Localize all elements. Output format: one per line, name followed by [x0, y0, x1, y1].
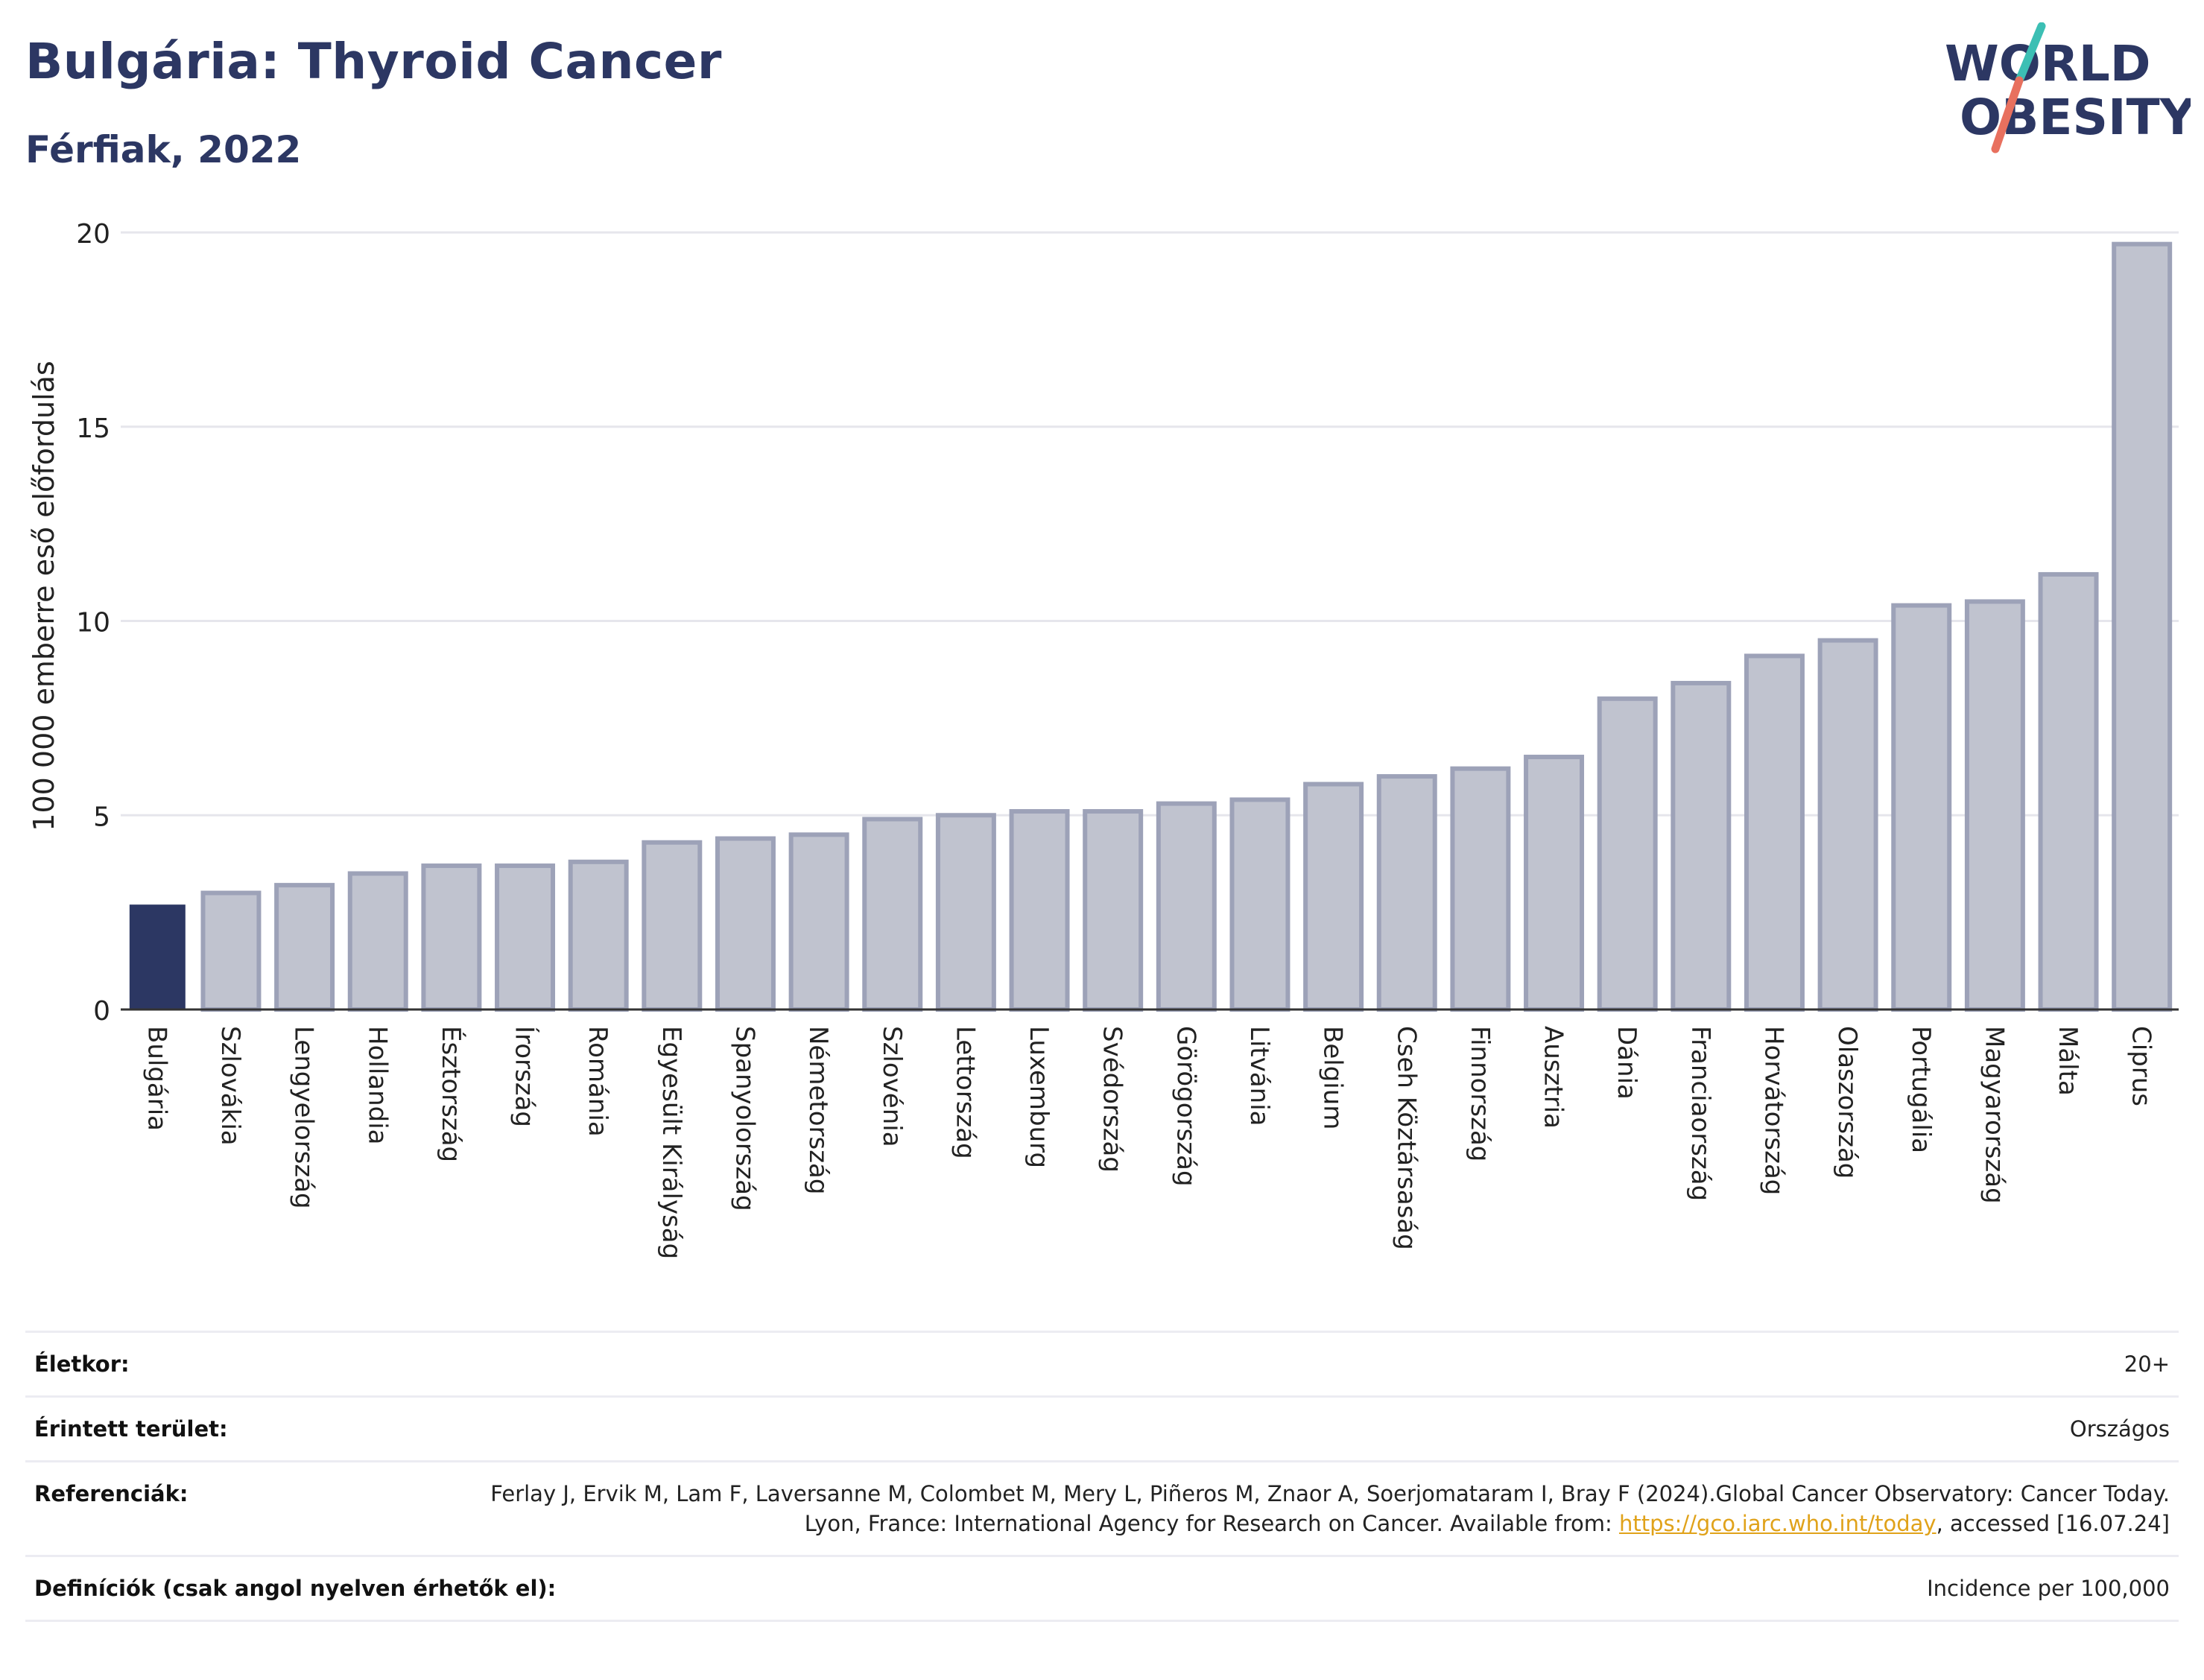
x-tick-label: Luxemburg [1024, 1026, 1054, 1168]
bars [129, 241, 2173, 1012]
x-tick-label: Szlovákia [215, 1026, 245, 1146]
bar-17[interactable] [1376, 774, 1437, 1012]
bar-16[interactable] [1303, 782, 1364, 1012]
x-tick-label: Spanyolország [729, 1026, 759, 1211]
x-tick-label: Észtország [436, 1026, 466, 1162]
area-value: Országos [2069, 1416, 2170, 1442]
x-tick-label: Horvátország [1758, 1026, 1788, 1195]
bar-11[interactable] [935, 813, 996, 1012]
bar-4[interactable] [421, 863, 482, 1012]
info-row-area: Érintett terület: Országos [25, 1398, 2179, 1462]
bar-6[interactable] [568, 859, 629, 1012]
info-row-references: Referenciák: Ferlay J, Ervik M, Lam F, L… [25, 1462, 2179, 1557]
x-tick-label: Szlovénia [877, 1026, 907, 1147]
bar-20[interactable] [1597, 696, 1658, 1012]
info-row-definitions: Definíciók (csak angol nyelven érhetők e… [25, 1557, 2179, 1622]
logo-slash-coral [1991, 76, 2024, 153]
bar-8[interactable] [715, 836, 776, 1012]
bar-3[interactable] [347, 871, 408, 1012]
world-obesity-logo: WORLD OBESITY [1945, 22, 2191, 153]
x-tick-label: Románia [583, 1026, 612, 1137]
bar-15[interactable] [1229, 797, 1291, 1012]
bar-10[interactable] [862, 817, 923, 1012]
bar-7[interactable] [642, 840, 703, 1012]
x-tick-label: Franciaország [1685, 1026, 1715, 1201]
x-tick-label: Lengyelország [289, 1026, 319, 1209]
x-tick-label: Németország [803, 1026, 833, 1194]
x-tick-label: Magyarország [1979, 1026, 2009, 1204]
x-tick-label: Cseh Köztársaság [1391, 1026, 1421, 1250]
x-tick-label: Málta [2053, 1026, 2083, 1096]
x-tick-label: Görögország [1171, 1026, 1200, 1187]
age-label: Életkor: [34, 1351, 130, 1377]
bar-2[interactable] [274, 883, 335, 1012]
y-tick-label: 10 [76, 608, 110, 638]
bar-chart: 0 5 10 15 20 Bulgária Szlovákia Lengyelország Ho… [28, 219, 2179, 1259]
y-axis-label: 100 000 emberre eső előfordulás [28, 361, 60, 831]
bar-21[interactable] [1671, 680, 1732, 1012]
info-row-age: Életkor: 20+ [25, 1333, 2179, 1398]
tick-labels: 0 5 10 15 20 Bulgária Szlovákia Lengyelország Ho… [76, 219, 2156, 1259]
x-tick-label: Litvánia [1244, 1026, 1274, 1126]
y-tick-label: 0 [93, 996, 110, 1027]
area-label: Érintett terület: [34, 1416, 228, 1442]
references-link[interactable]: https://gco.iarc.who.int/today [1618, 1511, 1937, 1536]
bar-9[interactable] [788, 832, 849, 1012]
y-tick-label: 15 [76, 413, 110, 444]
x-tick-label: Svédország [1098, 1026, 1127, 1173]
references-value: Ferlay J, Ervik M, Lam F, Laversanne M, … [456, 1479, 2170, 1538]
y-tick-label: 5 [93, 802, 110, 832]
age-value: 20+ [2124, 1351, 2170, 1377]
x-tick-label: Hollandia [362, 1026, 392, 1145]
bar-14[interactable] [1156, 801, 1217, 1012]
chart-subtitle: Férfiak, 2022 [25, 128, 302, 171]
bar-24[interactable] [1891, 603, 1952, 1012]
chart-title: Bulgária: Thyroid Cancer [25, 33, 722, 90]
x-tick-label: Olaszország [1832, 1026, 1862, 1179]
bar-19[interactable] [1524, 755, 1585, 1012]
bar-23[interactable] [1817, 638, 1878, 1012]
y-tick-label: 20 [76, 219, 110, 250]
definitions-label: Definíciók (csak angol nyelven érhetők e… [34, 1576, 557, 1601]
logo-line1: WORLD [1945, 35, 2151, 92]
bar-1[interactable] [200, 890, 262, 1012]
bar-5[interactable] [495, 863, 556, 1012]
x-tick-label: Ciprus [2127, 1026, 2156, 1106]
references-suffix: , accessed [16.07.24] [1936, 1511, 2170, 1536]
x-tick-label: Portugália [1906, 1026, 1936, 1153]
x-tick-label: Belgium [1318, 1026, 1348, 1129]
bar-18[interactable] [1450, 766, 1511, 1012]
bar-26[interactable] [2038, 571, 2099, 1012]
references-text: Ferlay J, Ervik M, Lam F, Laversanne M, … [490, 1481, 2170, 1536]
x-tick-label: Ausztria [1539, 1026, 1568, 1129]
bar-25[interactable] [1964, 599, 2025, 1012]
references-label: Referenciák: [34, 1481, 189, 1506]
bar-27[interactable] [2112, 241, 2173, 1012]
x-tick-label: Írország [510, 1026, 540, 1127]
definitions-value: Incidence per 100,000 [1927, 1576, 2170, 1601]
bar-12[interactable] [1009, 809, 1070, 1012]
bar-13[interactable] [1083, 809, 1144, 1012]
x-tick-label: Dánia [1612, 1026, 1641, 1100]
info-table: Életkor: 20+ Érintett terület: Országos … [25, 1331, 2179, 1622]
x-tick-label: Finnország [1465, 1026, 1495, 1161]
x-tick-label: Bulgária [142, 1026, 171, 1131]
x-tick-label: Lettország [950, 1026, 980, 1159]
logo-slash-teal [2015, 22, 2046, 85]
bar-22[interactable] [1744, 653, 1805, 1012]
x-tick-label: Egyesült Királyság [656, 1026, 686, 1259]
bar-0[interactable] [129, 904, 186, 1009]
